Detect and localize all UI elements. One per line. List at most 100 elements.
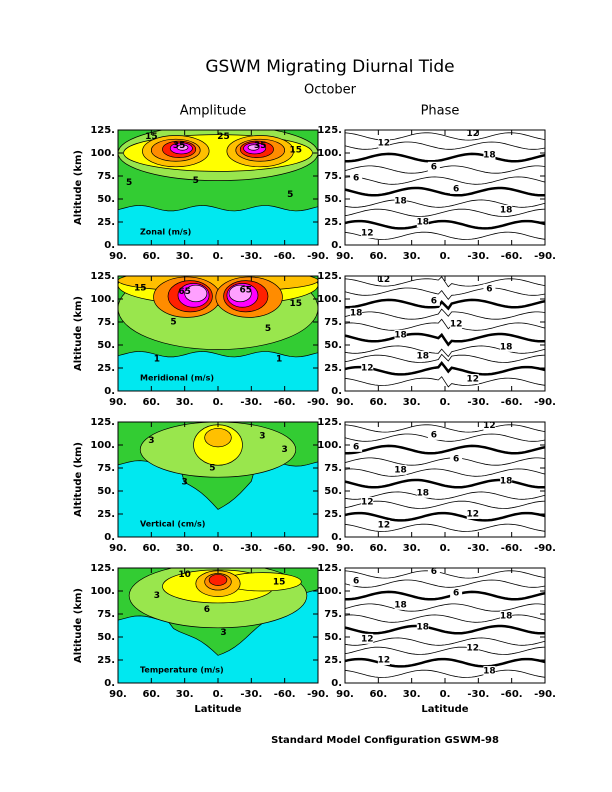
contour-line — [345, 468, 545, 477]
contour-label: 18 — [500, 342, 513, 352]
contour-label: 18 — [483, 150, 496, 160]
contour-line — [345, 165, 545, 174]
y-tick-label: 125. — [317, 417, 342, 428]
label-bg — [394, 464, 407, 475]
plot-area — [118, 568, 318, 683]
label-bg — [350, 307, 363, 318]
y-tick-label: 50. — [324, 486, 342, 497]
contour-label: 6 — [204, 605, 210, 615]
contour-label: 18 — [394, 465, 407, 475]
label-bg — [377, 137, 390, 148]
plot-area — [345, 132, 545, 240]
contour-label: 5 — [126, 178, 132, 188]
label-bg — [483, 283, 496, 294]
contour-label: 18 — [483, 667, 496, 677]
contour-label: 12 — [483, 421, 496, 431]
label-bg — [466, 643, 479, 654]
y-tick-label: 0. — [104, 678, 115, 689]
x-tick-label: 60. — [142, 689, 160, 700]
x-tick-label: 30. — [403, 543, 421, 554]
y-tick-label: 100. — [317, 294, 342, 305]
contour-line — [345, 176, 545, 185]
title: GSWM Migrating Diurnal Tide — [205, 57, 454, 77]
x-tick-label: -90. — [534, 543, 556, 554]
contour-line — [345, 500, 545, 509]
label-bg — [450, 453, 463, 464]
label-bg — [394, 195, 407, 206]
x-tick-label: -30. — [467, 689, 489, 700]
contour-label: 5 — [209, 464, 215, 474]
subtitle: October — [304, 83, 357, 98]
contour-line — [345, 208, 545, 217]
y-tick-label: 50. — [324, 340, 342, 351]
contour-label: 12 — [467, 129, 480, 139]
panel: Temperature (m/s)10156330.25.50.75.100.1… — [73, 563, 329, 715]
x-tick-label: 90. — [336, 543, 354, 554]
x-tick-label: -30. — [240, 689, 262, 700]
y-tick-label: 0. — [331, 678, 342, 689]
x-tick-label: -60. — [274, 543, 296, 554]
contour-label: 35 — [254, 141, 267, 151]
x-tick-label: -30. — [240, 543, 262, 554]
contour-line — [345, 637, 545, 646]
label-bg — [350, 441, 363, 452]
panel: Meridional (m/s) 15 65 65 15 5 5 1 1 0. 25. 50. 75. 1… — [73, 271, 329, 408]
y-tick-label: 125. — [90, 417, 115, 428]
x-tick-label: 30. — [176, 543, 194, 554]
label-bg — [427, 566, 440, 577]
fill-region — [204, 428, 232, 448]
x-tick-label: 90. — [336, 251, 354, 262]
x-tick-label: 90. — [336, 397, 354, 408]
x-tick-label: 30. — [403, 251, 421, 262]
label-bg — [483, 420, 496, 431]
contour-label: 18 — [417, 622, 430, 632]
contour-line — [345, 511, 545, 522]
x-axis-label: Latitude — [194, 704, 241, 715]
y-tick-label: 75. — [97, 317, 115, 328]
column-title: Amplitude — [180, 104, 247, 119]
y-tick-label: 50. — [97, 486, 115, 497]
x-tick-label: 60. — [142, 543, 160, 554]
contour-line — [345, 579, 545, 588]
contour-line — [345, 332, 545, 347]
contour-label: 12 — [378, 275, 391, 285]
x-tick-label: -30. — [467, 543, 489, 554]
x-tick-label: -60. — [274, 689, 296, 700]
y-tick-label: 100. — [317, 148, 342, 159]
y-tick-label: 125. — [90, 563, 115, 574]
label-bg — [377, 520, 390, 531]
x-tick-label: 60. — [369, 543, 387, 554]
x-tick-label: 0. — [213, 689, 224, 700]
contour-label: 10 — [178, 570, 191, 580]
fill-region — [184, 284, 208, 303]
y-tick-label: 100. — [317, 586, 342, 597]
contour-line — [345, 646, 545, 655]
contour-line — [345, 433, 545, 442]
x-tick-label: -90. — [534, 397, 556, 408]
y-tick-label: 25. — [324, 217, 342, 228]
contour-label: 65 — [178, 287, 191, 297]
panel: 12 18 6 12 18 6 12 18 6 18 0. 25. 50. 75. 100. 125. 90. 6… — [317, 563, 556, 715]
x-tick-label: -60. — [501, 689, 523, 700]
x-tick-label: 0. — [440, 543, 451, 554]
contour-line — [345, 219, 545, 230]
x-tick-label: 0. — [440, 397, 451, 408]
label-bg — [466, 128, 479, 139]
y-tick-label: 125. — [317, 563, 342, 574]
contour-label: 25 — [217, 132, 230, 142]
contour-label: 18 — [500, 206, 513, 216]
y-tick-label: 50. — [324, 632, 342, 643]
panel: 12 18 6 12 18 6 12 18 6 12 0. 25. 50. 75. 100. 125. 90. 6… — [317, 417, 556, 554]
contour-line — [345, 231, 545, 240]
x-tick-label: -90. — [534, 251, 556, 262]
y-axis-label: Altitude (km) — [73, 588, 84, 663]
contour-label: 18 — [500, 611, 513, 621]
x-tick-label: 30. — [403, 689, 421, 700]
x-tick-label: -90. — [307, 397, 329, 408]
contour-line — [345, 523, 545, 532]
label-bg — [450, 183, 463, 194]
label-bg — [427, 429, 440, 440]
contour-label: 12 — [450, 319, 463, 329]
